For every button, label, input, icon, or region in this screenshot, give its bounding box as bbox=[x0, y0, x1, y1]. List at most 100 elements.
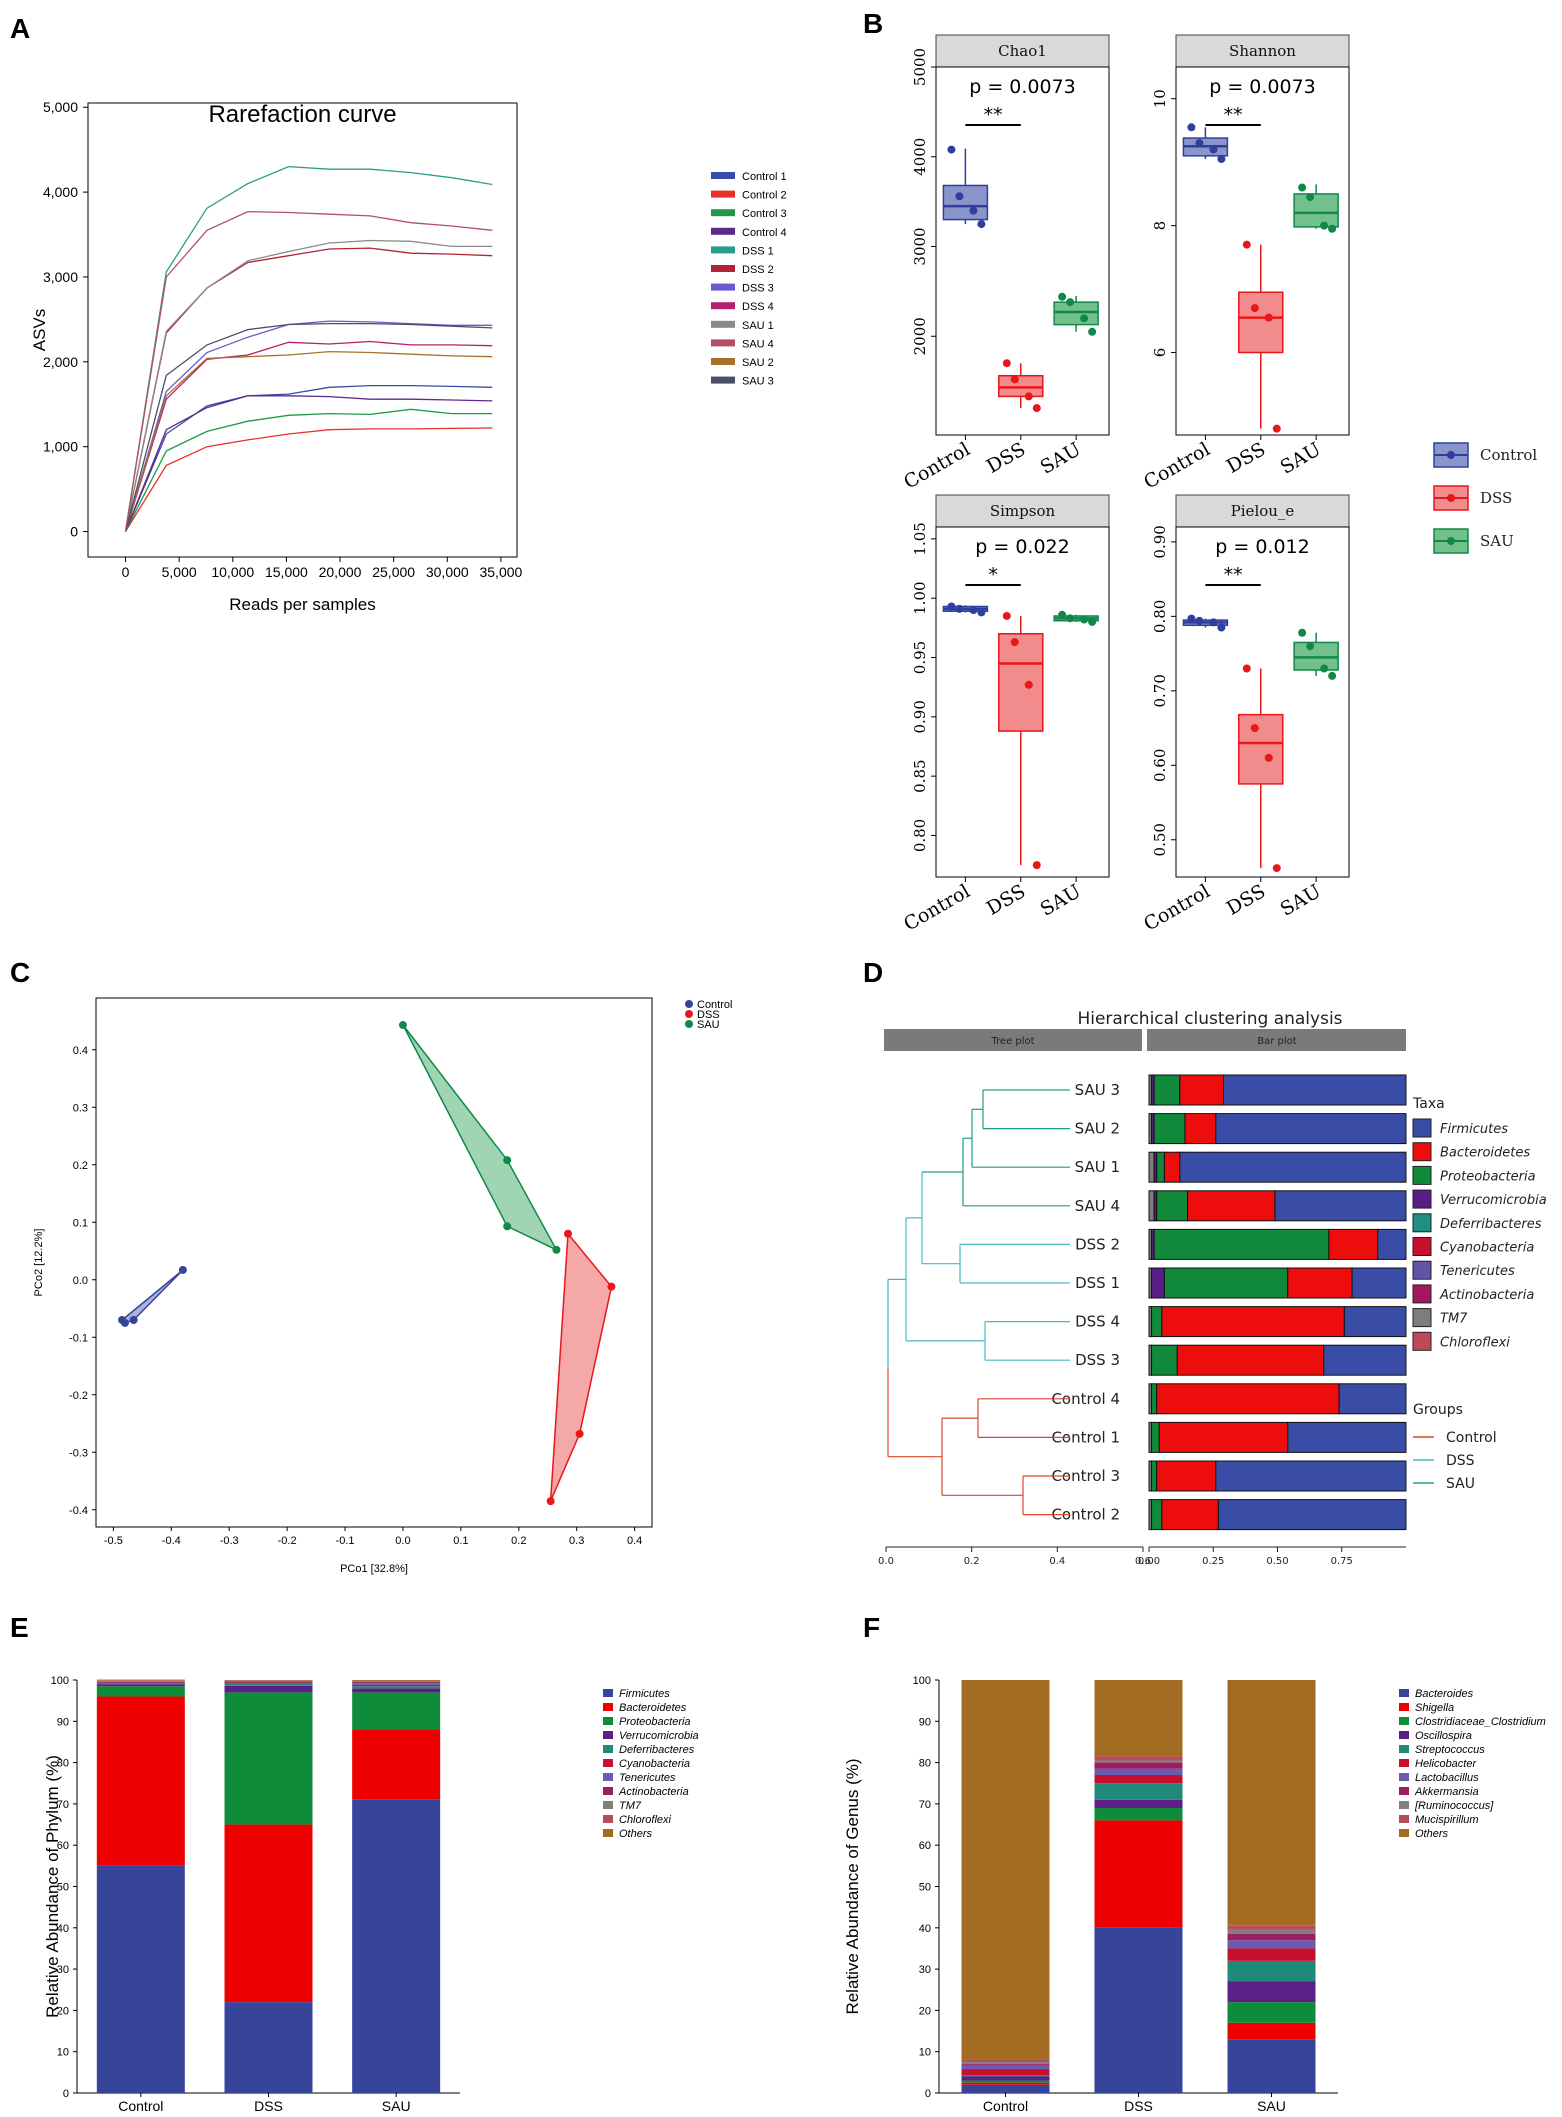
y-tick-label: 70 bbox=[57, 1799, 69, 1811]
sample-label: Control 3 bbox=[1051, 1467, 1120, 1485]
data-point bbox=[1264, 753, 1273, 762]
x-tick-label: 0.3 bbox=[569, 1535, 584, 1547]
x-tick-label: SAU bbox=[1037, 880, 1085, 920]
box-body bbox=[1238, 291, 1284, 354]
sample-point bbox=[564, 1229, 573, 1238]
legend-label: DSS bbox=[697, 1009, 720, 1021]
y-tick-label: 60 bbox=[57, 1840, 69, 1852]
data-point bbox=[1058, 610, 1067, 619]
y-tick-label: 1.00 bbox=[911, 581, 929, 614]
sample-point bbox=[503, 1222, 512, 1231]
series-line-sau-1 bbox=[124, 239, 493, 532]
data-point bbox=[1002, 611, 1011, 620]
sample-point bbox=[503, 1156, 512, 1165]
bar-segment bbox=[1156, 1383, 1340, 1415]
data-point bbox=[969, 606, 978, 615]
panel-c-pcoa: -0.5 -0.4 -0.3 -0.2 -0.1 0.0 0.1 0.2 0.3 0.4 -0.4 -… bbox=[33, 997, 732, 1575]
taxa-legend-swatch bbox=[1412, 1284, 1432, 1304]
facet-title: Simpson bbox=[990, 502, 1056, 520]
data-point bbox=[969, 206, 978, 215]
legend-swatch bbox=[711, 246, 735, 254]
x-tick-label: 35,000 bbox=[479, 564, 522, 580]
bar-segment bbox=[1156, 1151, 1165, 1183]
data-point bbox=[1264, 313, 1273, 322]
bar-segment--ruminococcus- bbox=[1227, 1929, 1316, 1934]
x-tick-label: -0.1 bbox=[336, 1535, 355, 1547]
y-tick-label: 8 bbox=[1151, 221, 1169, 231]
legend-label: DSS bbox=[1480, 489, 1512, 507]
y-tick-label: 0.70 bbox=[1151, 674, 1169, 707]
series-line-sau-2 bbox=[124, 350, 493, 532]
x-axis-label: PCo1 [32.8%] bbox=[340, 1563, 408, 1575]
box-body bbox=[1238, 713, 1284, 785]
legend-label: DSS 2 bbox=[742, 264, 774, 276]
bar-segment bbox=[1215, 1113, 1407, 1145]
data-point bbox=[1328, 224, 1337, 233]
tree-tick-label: 0.0 bbox=[878, 1556, 894, 1567]
bar-segment-bacteroides bbox=[961, 2084, 1050, 2093]
groups-legend-label: DSS bbox=[1446, 1453, 1475, 1469]
panel-label-d: D bbox=[863, 957, 883, 988]
legend-swatch bbox=[1399, 1703, 1409, 1711]
bar-segment-cyanobacteria bbox=[352, 1684, 441, 1687]
legend-label: Cyanobacteria bbox=[619, 1758, 690, 1770]
bar-segment-oscillospira bbox=[1094, 1799, 1183, 1809]
bar-segment bbox=[1343, 1306, 1407, 1338]
strip-tree-label: Tree plot bbox=[990, 1036, 1034, 1047]
p-value: p = 0.012 bbox=[1215, 536, 1309, 558]
legend-label: Bacteroidetes bbox=[619, 1702, 687, 1714]
x-tick-label: Control bbox=[1140, 880, 1214, 935]
legend-swatch bbox=[711, 339, 735, 347]
legend-swatch bbox=[711, 227, 735, 235]
bar-segment-firmicutes bbox=[96, 1865, 185, 2093]
bar-segment-mucispirillum bbox=[961, 2059, 1050, 2063]
taxa-legend-label: Cyanobacteria bbox=[1440, 1241, 1534, 1256]
significance-stars: * bbox=[988, 564, 998, 586]
tree-tick-label: 0.4 bbox=[1049, 1556, 1065, 1567]
facet-frame bbox=[1175, 66, 1350, 436]
chart-title: Hierarchical clustering analysis bbox=[1077, 1009, 1342, 1029]
bar-segment-deferribacteres bbox=[352, 1686, 441, 1689]
sample-point bbox=[129, 1316, 138, 1324]
bar-segment-helicobacter bbox=[1094, 1774, 1183, 1784]
legend-swatch bbox=[603, 1829, 613, 1837]
data-point bbox=[1328, 671, 1337, 680]
bar-segment bbox=[1151, 1421, 1160, 1453]
sample-label: Control 4 bbox=[1051, 1390, 1120, 1408]
x-tick-label: Control bbox=[900, 438, 974, 493]
taxa-legend-label: Tenericutes bbox=[1440, 1264, 1515, 1279]
bar-segment bbox=[1215, 1460, 1407, 1492]
bar-segment bbox=[1377, 1228, 1407, 1260]
legend-swatch bbox=[1399, 1787, 1409, 1795]
bar-segment-tenericutes bbox=[352, 1683, 441, 1685]
sample-point bbox=[398, 1021, 407, 1030]
sample-label: DSS 4 bbox=[1075, 1313, 1120, 1331]
x-tick-label: -0.5 bbox=[104, 1535, 123, 1547]
y-tick-label: 0.90 bbox=[911, 700, 929, 733]
data-point bbox=[1080, 615, 1089, 624]
data-point bbox=[1209, 145, 1218, 154]
legend-label: DSS 4 bbox=[742, 301, 774, 313]
bar-segment--ruminococcus- bbox=[961, 2062, 1050, 2065]
legend-swatch bbox=[1399, 1815, 1409, 1823]
y-tick-label: 30 bbox=[57, 1964, 69, 1976]
bar-segment bbox=[1148, 1190, 1155, 1222]
x-tick-label: 5,000 bbox=[162, 564, 197, 580]
facet-strip bbox=[1175, 494, 1350, 528]
x-tick-label: 10,000 bbox=[211, 564, 254, 580]
legend-swatch bbox=[603, 1801, 613, 1809]
y-tick-label: 20 bbox=[919, 2005, 931, 2017]
data-point bbox=[1298, 628, 1307, 637]
bar-segment-lactobacillus bbox=[961, 2065, 1050, 2070]
y-tick-label: 90 bbox=[919, 1716, 931, 1728]
y-tick-label: -0.2 bbox=[69, 1390, 88, 1402]
sample-label: Control 2 bbox=[1051, 1506, 1120, 1524]
facet-strip bbox=[1175, 34, 1350, 68]
legend-label: Streptococcus bbox=[1415, 1744, 1485, 1756]
data-point bbox=[1066, 298, 1075, 307]
bar-segment bbox=[1274, 1190, 1407, 1222]
series-line-sau-4 bbox=[124, 210, 493, 532]
legend-label: Lactobacillus bbox=[1415, 1772, 1479, 1784]
taxa-legend-swatch bbox=[1412, 1189, 1432, 1209]
